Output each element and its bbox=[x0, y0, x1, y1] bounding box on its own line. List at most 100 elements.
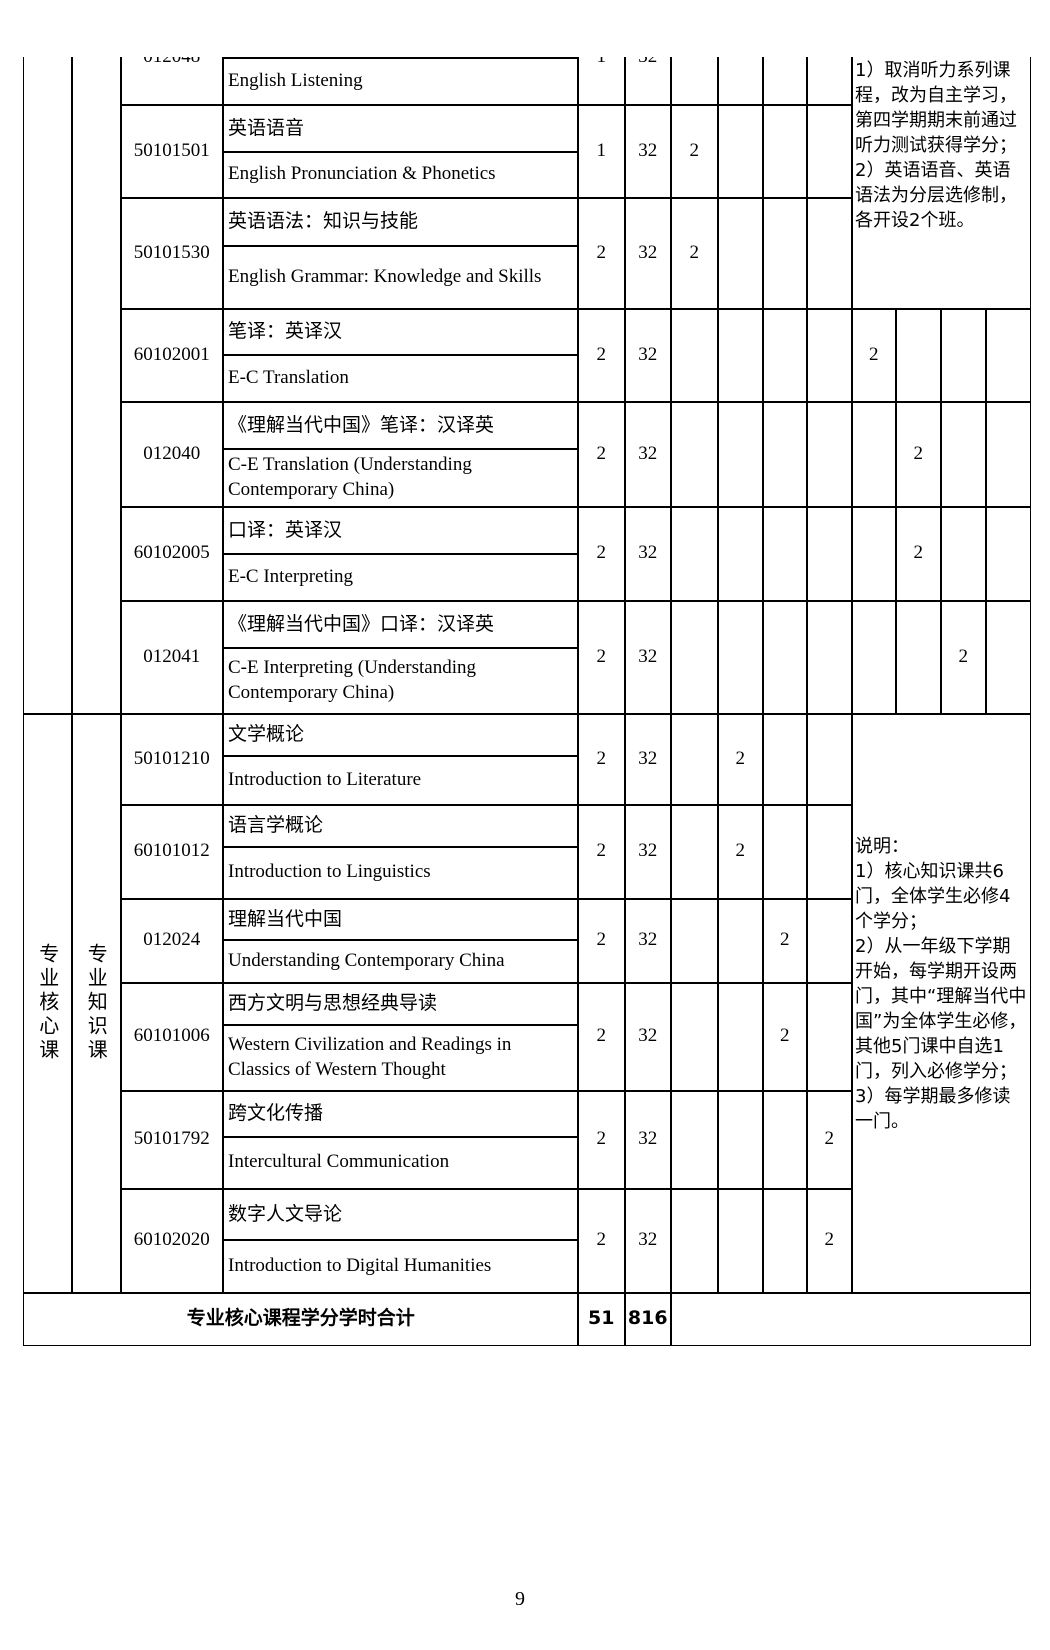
semester-1-cell bbox=[670, 713, 719, 806]
semester-4-cell-text: 2 bbox=[824, 1128, 835, 1150]
semester-2-cell bbox=[717, 982, 764, 1092]
course-name-en-text: C-E Translation (Understanding Contempor… bbox=[228, 454, 472, 500]
course-name-zh-text: 跨文化传播 bbox=[228, 1102, 324, 1125]
total-credits-text: 51 bbox=[588, 1307, 615, 1330]
semester-4-cell bbox=[806, 104, 853, 199]
semester-4-cell bbox=[806, 308, 853, 403]
hours: 32 bbox=[624, 898, 672, 984]
hours-text: 32 bbox=[638, 1128, 658, 1150]
course-name-zh: 跨文化传播 bbox=[222, 1090, 579, 1138]
course-name-en: C-E Interpreting (Understanding Contempo… bbox=[222, 647, 579, 715]
semester-4-cell-text: 2 bbox=[824, 1229, 835, 1251]
course-code-text: 012041 bbox=[143, 645, 201, 667]
course-code-text: 50101210 bbox=[133, 747, 210, 769]
hours-text: 32 bbox=[638, 747, 658, 769]
semester-5-cell-text: 2 bbox=[869, 343, 879, 365]
hours-text: 32 bbox=[638, 542, 658, 564]
course-code: 50101792 bbox=[120, 1090, 224, 1190]
semester-3-cell bbox=[762, 1090, 808, 1190]
course-name-en-text: E-C Translation bbox=[228, 366, 349, 388]
course-table: 012048 English Listening 1 32 50101501 英语语音 En… bbox=[0, 57, 1050, 1347]
semester-4-cell bbox=[806, 506, 853, 602]
semester-1-cell bbox=[670, 506, 719, 602]
notes-upper: 1）取消听力系列课程，改为自主学习，第四学期期末前通过听力测试获得学分； 2）英… bbox=[851, 57, 1031, 310]
semester-3-cell bbox=[762, 57, 808, 106]
credits: 2 bbox=[577, 804, 626, 900]
semester-2-cell bbox=[717, 401, 764, 508]
hours-text: 32 bbox=[638, 929, 658, 951]
course-code-text: 012024 bbox=[143, 929, 201, 951]
credits-text: 2 bbox=[596, 929, 607, 951]
course-code-text: 50101530 bbox=[133, 241, 210, 263]
semester-3-cell bbox=[762, 600, 808, 715]
subcategory-cell-text: 专业知识课 bbox=[84, 943, 109, 1064]
credits-text: 2 bbox=[596, 1128, 607, 1150]
hours: 32 bbox=[624, 982, 672, 1092]
course-name-zh-text: 笔译：英译汉 bbox=[228, 320, 343, 343]
semester-3-cell bbox=[762, 197, 808, 310]
category-cell-text: 专业核心课 bbox=[35, 943, 60, 1064]
semester-3-cell bbox=[762, 308, 808, 403]
hours: 32 bbox=[624, 308, 672, 403]
semester-2-cell bbox=[717, 197, 764, 310]
hours-text: 32 bbox=[638, 840, 658, 862]
semester-3-cell bbox=[762, 506, 808, 602]
total-label-text: 专业核心课程学分学时合计 bbox=[186, 1307, 415, 1330]
semester-5-cell bbox=[851, 506, 897, 602]
credits: 2 bbox=[577, 982, 626, 1092]
semester-5-cell: 2 bbox=[851, 308, 897, 403]
course-code-text: 60101012 bbox=[133, 840, 210, 862]
semester-4-cell: 2 bbox=[806, 1090, 853, 1190]
course-name-zh-text: 英语语法：知识与技能 bbox=[228, 210, 419, 233]
semester-6-cell bbox=[895, 600, 942, 715]
notes-lower: 说明： 1）核心知识课共6门，全体学生必修4个学分； 2）从一年级下学期开始，每… bbox=[851, 713, 1031, 1294]
credits-text: 2 bbox=[596, 645, 607, 667]
credits: 2 bbox=[577, 898, 626, 984]
subcategory-cell: 专业知识课 bbox=[71, 713, 122, 1294]
semester-1-cell-text: 2 bbox=[689, 241, 700, 263]
course-name-zh-text: 数字人文导论 bbox=[228, 1202, 343, 1225]
semester-4-cell bbox=[806, 982, 853, 1092]
credits-text: 2 bbox=[596, 747, 607, 769]
semester-1-cell bbox=[670, 898, 719, 984]
hours-text: 32 bbox=[638, 139, 658, 161]
course-name-zh: 英语语音 bbox=[222, 104, 579, 153]
hours: 32 bbox=[624, 1090, 672, 1190]
course-code: 012040 bbox=[120, 401, 224, 508]
course-name-zh: 数字人文导论 bbox=[222, 1188, 579, 1241]
credits-text: 2 bbox=[596, 442, 607, 464]
semester-2-cell bbox=[717, 1188, 764, 1294]
course-name-zh-text: 语言学概论 bbox=[228, 814, 324, 837]
notes-lower-text: 说明： 1）核心知识课共6门，全体学生必修4个学分； 2）从一年级下学期开始，每… bbox=[855, 836, 1027, 1132]
semester-1-cell bbox=[670, 804, 719, 900]
semester-4-cell bbox=[806, 401, 853, 508]
semester-5-cell bbox=[851, 600, 897, 715]
total-hours: 816 bbox=[624, 1292, 672, 1346]
semester-6-cell: 2 bbox=[895, 401, 942, 508]
semester-2-cell bbox=[717, 308, 764, 403]
hours-text: 32 bbox=[638, 57, 657, 70]
course-name-zh: 口译：英译汉 bbox=[222, 506, 579, 555]
hours: 32 bbox=[624, 713, 672, 806]
semester-3-cell bbox=[762, 1188, 808, 1294]
credits-text: 2 bbox=[596, 343, 607, 365]
credits-text: 2 bbox=[596, 1229, 607, 1251]
credits-text: 2 bbox=[596, 241, 607, 263]
course-name-zh: 西方文明与思想经典导读 bbox=[222, 982, 579, 1026]
course-code: 50101530 bbox=[120, 197, 224, 310]
course-code: 60101012 bbox=[120, 804, 224, 900]
course-name-zh: 《理解当代中国》笔译：汉译英 bbox=[222, 401, 579, 450]
semester-3-cell-text: 2 bbox=[780, 1025, 790, 1047]
credits: 1 bbox=[577, 57, 626, 106]
credits-text: 1 bbox=[596, 139, 607, 161]
total-empty bbox=[670, 1292, 1031, 1346]
hours-text: 32 bbox=[638, 343, 658, 365]
category-cell: 专业核心课 bbox=[23, 713, 73, 1294]
course-name-en-text: Western Civilization and Readings in Cla… bbox=[228, 1034, 512, 1080]
course-code: 60102020 bbox=[120, 1188, 224, 1294]
course-name-en: Introduction to Literature bbox=[222, 755, 579, 806]
hours-text: 32 bbox=[638, 442, 658, 464]
semester-2-cell bbox=[717, 600, 764, 715]
course-code: 50101210 bbox=[120, 713, 224, 806]
course-code: 012024 bbox=[120, 898, 224, 984]
